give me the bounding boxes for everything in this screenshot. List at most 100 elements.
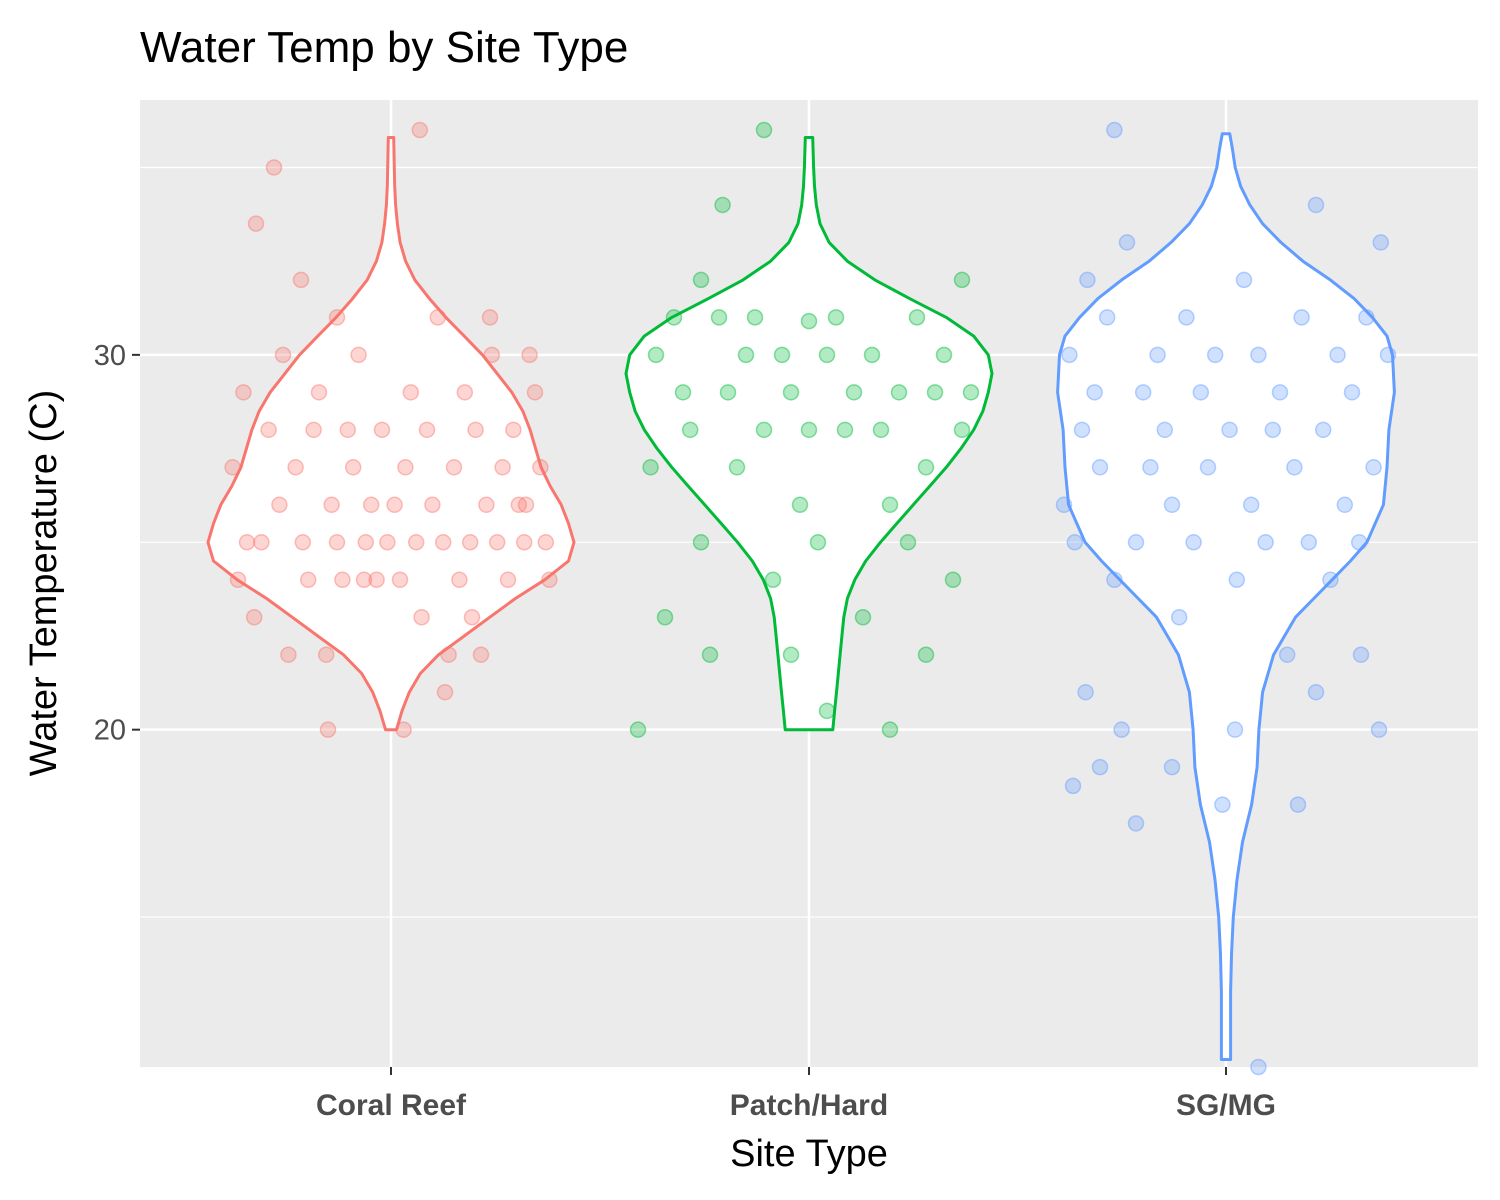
data-point: [899, 534, 917, 551]
data-point: [1079, 271, 1096, 289]
data-point: [379, 534, 396, 551]
data-point: [271, 496, 288, 514]
data-point: [467, 421, 484, 439]
data-point: [642, 459, 659, 476]
data-point: [890, 384, 908, 401]
data-point: [1379, 346, 1397, 364]
data-point: [515, 534, 533, 551]
data-point: [1192, 384, 1210, 401]
data-point: [397, 459, 414, 476]
data-point: [463, 608, 481, 626]
data-point: [755, 121, 773, 139]
data-point: [368, 571, 385, 589]
data-point: [1307, 683, 1325, 701]
data-point: [1343, 384, 1361, 401]
data-point: [881, 496, 899, 514]
x-axis-ticks: Coral Reef Patch/Hard SG/MG: [316, 1067, 1276, 1122]
data-point: [478, 496, 495, 514]
x-axis-label: Site Type: [730, 1133, 888, 1175]
data-point: [1300, 534, 1318, 551]
data-point: [854, 608, 872, 626]
data-point: [339, 421, 357, 439]
data-point: [917, 646, 935, 663]
data-point: [253, 534, 270, 551]
data-point: [1086, 384, 1103, 401]
data-point: [1066, 534, 1084, 551]
data-point: [287, 459, 304, 476]
data-point: [1134, 384, 1152, 401]
data-point: [1214, 796, 1231, 813]
x-tick-label: Coral Reef: [316, 1089, 467, 1122]
data-point: [323, 496, 340, 514]
data-point: [845, 384, 863, 401]
data-point: [881, 721, 899, 738]
data-point: [926, 384, 944, 401]
data-point: [1091, 459, 1109, 476]
data-point: [1264, 421, 1282, 439]
data-point: [1185, 534, 1202, 551]
data-point: [537, 534, 555, 551]
data-point: [1118, 234, 1136, 251]
data-point: [429, 309, 447, 326]
data-point: [1127, 534, 1145, 551]
data-point: [746, 309, 764, 326]
data-point: [440, 646, 457, 663]
data-point: [1163, 758, 1181, 776]
data-point: [229, 571, 247, 589]
data-point: [328, 309, 346, 326]
data-point: [674, 384, 692, 401]
data-point: [260, 421, 277, 439]
data-point: [863, 346, 881, 364]
data-point: [1242, 496, 1260, 514]
data-point: [238, 534, 256, 551]
data-point: [1106, 571, 1123, 589]
data-point: [451, 571, 468, 589]
data-point: [1199, 459, 1217, 476]
data-point: [510, 496, 528, 514]
data-point: [1228, 571, 1246, 589]
data-point: [413, 608, 430, 626]
data-point: [310, 384, 328, 401]
data-point: [1370, 721, 1388, 738]
data-point: [505, 421, 522, 439]
data-point: [1055, 496, 1073, 514]
data-point: [764, 571, 782, 589]
data-point: [953, 271, 971, 289]
data-point: [280, 646, 297, 663]
data-point: [953, 421, 971, 439]
data-point: [1077, 683, 1094, 701]
data-point: [1250, 1058, 1267, 1076]
data-point: [1127, 815, 1145, 832]
data-point: [402, 384, 420, 401]
data-point: [411, 121, 429, 139]
data-point: [395, 721, 412, 738]
data-point: [701, 646, 719, 663]
data-point: [800, 421, 818, 439]
data-point: [1307, 196, 1325, 214]
data-point: [1286, 459, 1303, 476]
data-point: [292, 271, 310, 289]
data-point: [357, 534, 375, 551]
data-point: [305, 421, 322, 439]
data-point: [836, 421, 854, 439]
data-point: [274, 346, 292, 364]
data-point: [1163, 496, 1181, 514]
data-point: [235, 384, 252, 401]
x-tick-label: SG/MG: [1176, 1089, 1276, 1122]
data-point: [328, 534, 346, 551]
data-point: [344, 459, 362, 476]
data-point: [1170, 608, 1188, 626]
data-point: [1289, 796, 1307, 813]
data-point: [908, 309, 926, 326]
data-point: [294, 534, 312, 551]
data-point: [245, 608, 263, 626]
data-point: [818, 346, 836, 364]
data-point: [391, 571, 409, 589]
data-point: [962, 384, 980, 401]
data-point: [1113, 721, 1130, 738]
data-point: [714, 196, 731, 214]
data-point: [1106, 121, 1123, 139]
data-point: [1061, 346, 1078, 364]
